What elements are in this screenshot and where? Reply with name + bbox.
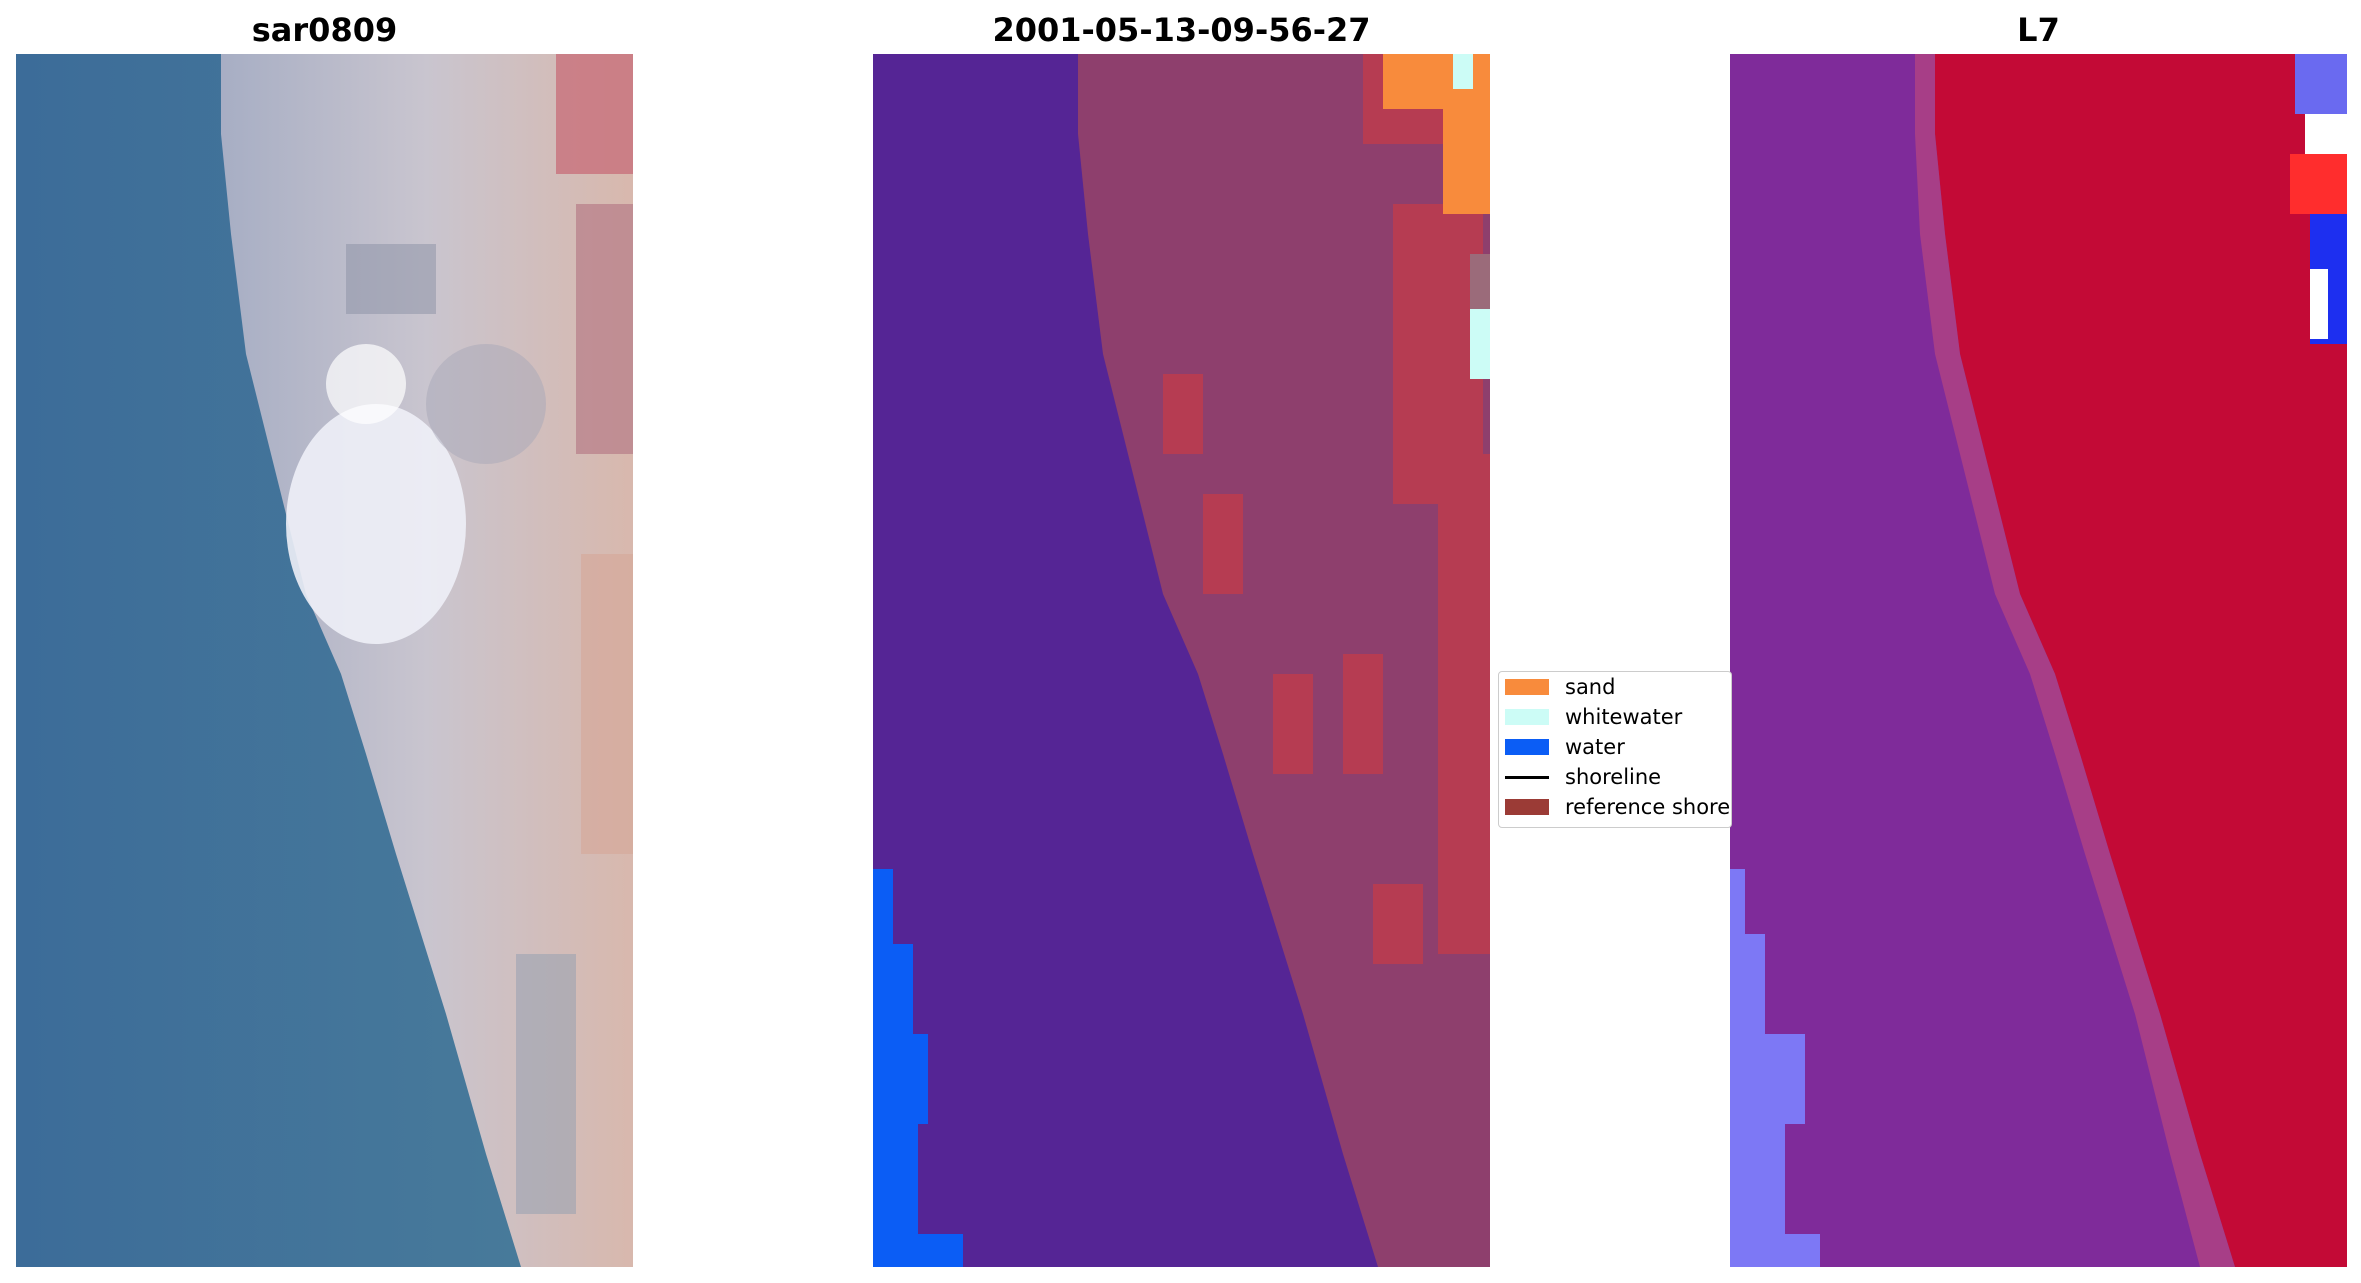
water-swatch bbox=[1505, 739, 1549, 755]
panel-title-l7: L7 bbox=[2017, 11, 2060, 49]
legend-label-reference-shoreline: reference shoreline bbox=[1565, 795, 1731, 819]
legend-label-shoreline: shoreline bbox=[1565, 765, 1662, 789]
legend: sand whitewater water shoreline referenc… bbox=[1498, 671, 1732, 828]
panel-title-sar: sar0809 bbox=[251, 11, 398, 49]
legend-item-water: water bbox=[1505, 732, 1625, 762]
legend-item-sand: sand bbox=[1505, 672, 1615, 702]
classification-image bbox=[873, 54, 1490, 1267]
legend-label-water: water bbox=[1565, 735, 1625, 759]
reference-shoreline-swatch bbox=[1505, 799, 1549, 815]
legend-item-shoreline: shoreline bbox=[1505, 762, 1661, 792]
shoreline-line bbox=[1505, 775, 1549, 779]
sar-rgb-image bbox=[16, 54, 633, 1267]
legend-label-sand: sand bbox=[1565, 675, 1616, 699]
panel-sar-rgb-image bbox=[16, 54, 633, 1267]
panel-title-classification: 2001-05-13-09-56-27 bbox=[992, 11, 1371, 49]
legend-item-reference-shoreline: reference shoreline bbox=[1505, 792, 1731, 822]
legend-item-whitewater: whitewater bbox=[1505, 702, 1682, 732]
whitewater-swatch bbox=[1505, 709, 1549, 725]
panel-l7-image bbox=[1730, 54, 2347, 1267]
panel-classification-image bbox=[873, 54, 1490, 1267]
sand-swatch bbox=[1505, 679, 1549, 695]
legend-label-whitewater: whitewater bbox=[1565, 705, 1683, 729]
l7-image bbox=[1730, 54, 2347, 1267]
